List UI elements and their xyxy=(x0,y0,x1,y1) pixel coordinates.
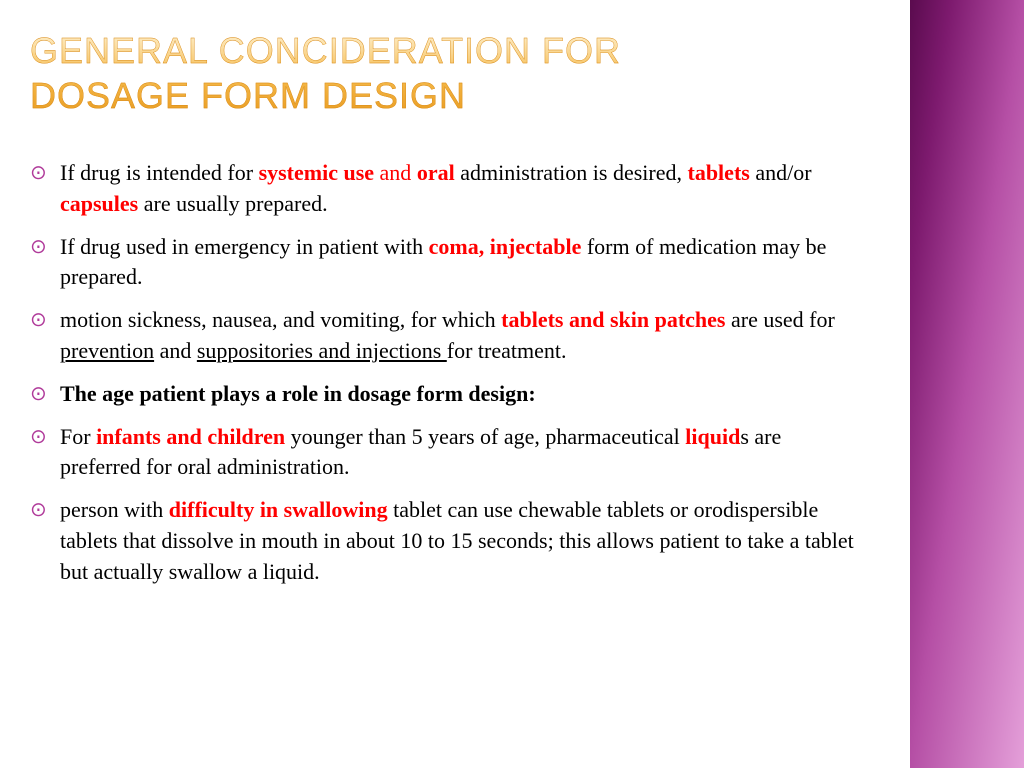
text-run: tablets and skin patches xyxy=(501,307,725,332)
text-run: liquid xyxy=(685,424,740,449)
bullet-list: If drug is intended for systemic use and… xyxy=(30,158,860,588)
text-run: If drug used in emergency in patient wit… xyxy=(60,234,429,259)
slide-title: General concideration for dosage form de… xyxy=(30,28,850,118)
text-run: oral xyxy=(417,160,455,185)
text-run: difficulty in swallowing xyxy=(169,497,388,522)
bullet-item: For infants and children younger than 5 … xyxy=(30,422,860,484)
bullet-item: If drug is intended for systemic use and… xyxy=(30,158,860,220)
text-run: motion sickness, nausea, and vomiting, f… xyxy=(60,307,501,332)
right-gradient-bar xyxy=(904,0,1024,768)
text-run: coma xyxy=(429,234,479,259)
text-run: administration is desired, xyxy=(455,160,688,185)
text-run: and xyxy=(374,160,417,185)
text-run: and/or xyxy=(750,160,812,185)
text-run: , xyxy=(479,234,490,259)
bullet-item: The age patient plays a role in dosage f… xyxy=(30,379,860,410)
bullet-item: person with difficulty in swallowing tab… xyxy=(30,495,860,587)
text-run: for treatment. xyxy=(447,338,567,363)
text-run: person with xyxy=(60,497,169,522)
text-run: For xyxy=(60,424,96,449)
text-run: infants and children xyxy=(96,424,285,449)
text-run: and xyxy=(154,338,197,363)
text-run: prevention xyxy=(60,338,154,363)
text-run: younger than 5 years of age, pharmaceuti… xyxy=(285,424,685,449)
text-run: The age patient plays a role in dosage f… xyxy=(60,381,536,406)
slide: General concideration for dosage form de… xyxy=(0,0,1024,768)
text-run: systemic use xyxy=(259,160,374,185)
text-run: If drug is intended for xyxy=(60,160,259,185)
text-run: injectable xyxy=(490,234,582,259)
slide-body: If drug is intended for systemic use and… xyxy=(30,158,860,600)
text-run: capsules xyxy=(60,191,138,216)
text-run: are usually prepared. xyxy=(138,191,327,216)
text-run: are used for xyxy=(726,307,835,332)
title-line-1: General concideration for xyxy=(30,30,621,71)
bullet-item: motion sickness, nausea, and vomiting, f… xyxy=(30,305,860,367)
bullet-item: If drug used in emergency in patient wit… xyxy=(30,232,860,294)
text-run: tablets xyxy=(688,160,750,185)
text-run: suppositories and injections xyxy=(197,338,447,363)
title-line-2: dosage form design xyxy=(30,75,466,116)
